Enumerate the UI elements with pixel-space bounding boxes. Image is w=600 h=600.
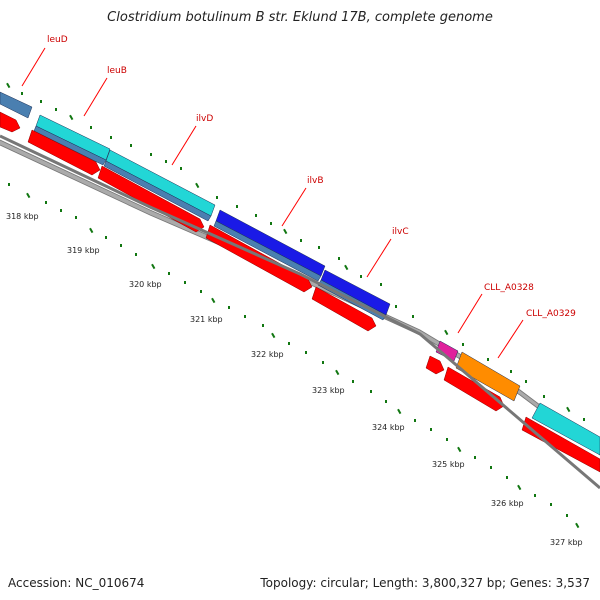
map-title: Clostridium botulinum B str. Eklund 17B,…	[107, 10, 493, 25]
cds-arrow	[425, 355, 445, 375]
scale-label: 319 kbp	[67, 246, 100, 255]
gene-label-CLL_A0329: CLL_A0329	[526, 309, 576, 319]
scale-label-group: 318 kbp 319 kbp 320 kbp 321 kbp 322 kbp …	[6, 212, 583, 547]
scale-label: 318 kbp	[6, 212, 39, 221]
cds-arrow	[27, 129, 101, 176]
forward-cds-track	[0, 111, 600, 473]
scale-label: 320 kbp	[129, 280, 162, 289]
cds-arrow	[443, 366, 505, 412]
gene-label-leuD: leuD	[47, 35, 68, 45]
gene-label-leuB: leuB	[107, 66, 127, 76]
gene-ilvB-inner-segment	[213, 220, 322, 282]
gene-label-ilvB: ilvB	[307, 176, 324, 186]
gene-label-ilvC: ilvC	[392, 227, 409, 237]
gene-next-segment	[531, 402, 600, 456]
accession-text: Accession: NC_010674	[8, 576, 145, 590]
scale-label: 322 kbp	[251, 350, 284, 359]
cds-arrow	[0, 111, 21, 133]
outer-tick-row	[6, 82, 585, 421]
cds-arrow	[311, 286, 377, 332]
genome-backbone	[0, 139, 600, 456]
genome-summary-text: Topology: circular; Length: 3,800,327 bp…	[260, 576, 590, 590]
cds-arrow	[521, 416, 600, 473]
scale-label: 325 kbp	[432, 460, 465, 469]
backbone-line	[0, 134, 600, 490]
scale-label: 321 kbp	[190, 315, 223, 324]
gene-CLL_A0329-segment	[455, 351, 521, 402]
scale-label: 323 kbp	[312, 386, 345, 395]
gene-leuD-segment	[0, 91, 33, 119]
gene-label-CLL_A0328: CLL_A0328	[484, 283, 534, 293]
scale-label: 326 kbp	[491, 499, 524, 508]
gene-label-group: leuD leuB ilvD ilvB ilvC CLL_A0328 CLL_A…	[21, 35, 576, 359]
scale-label: 324 kbp	[372, 423, 405, 432]
scale-label: 327 kbp	[550, 538, 583, 547]
gene-label-ilvD: ilvD	[196, 114, 213, 124]
inner-tick-row	[8, 183, 580, 529]
gene-ilvD-inner-segment	[103, 160, 212, 222]
gene-leuB-inner-segment	[33, 125, 107, 166]
